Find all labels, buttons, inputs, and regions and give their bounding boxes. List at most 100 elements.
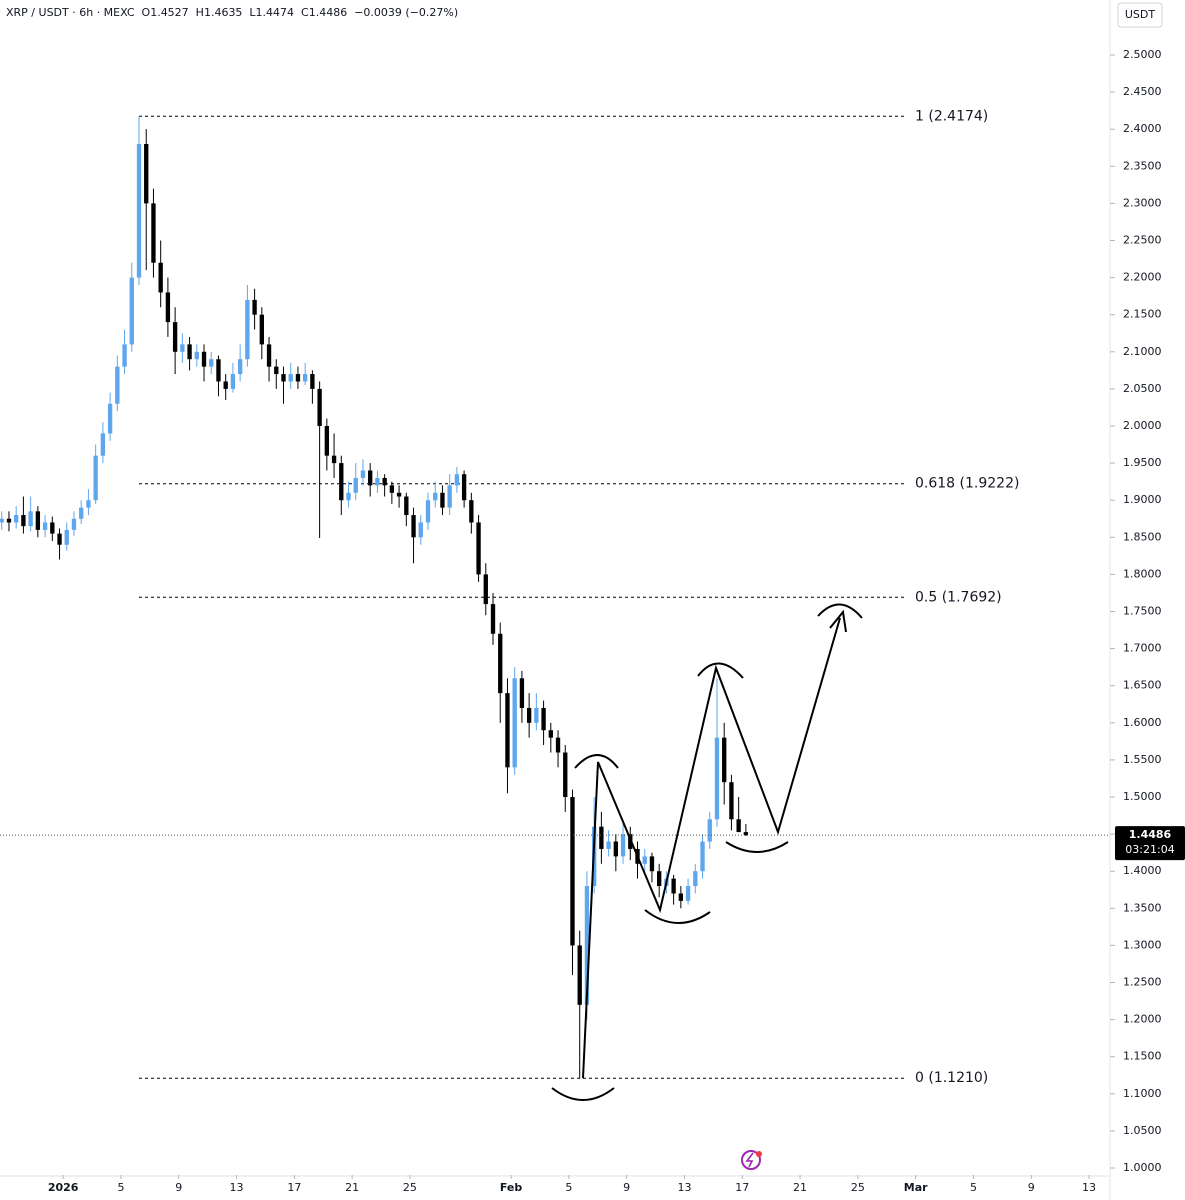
arc <box>725 841 789 853</box>
arc <box>697 662 744 679</box>
x-tick-label: 13 <box>1082 1181 1096 1194</box>
candle-body <box>563 752 568 798</box>
candle-body <box>555 737 561 753</box>
candle-body <box>295 374 301 382</box>
candle-body <box>115 366 120 404</box>
icon-bolt <box>745 1152 754 1168</box>
y-tick-label: 1.9500 <box>1123 456 1162 469</box>
x-tick-label: 9 <box>175 1181 182 1194</box>
candle-body <box>671 878 676 894</box>
candle-body <box>461 474 467 501</box>
candle-body <box>389 485 395 493</box>
candle-body <box>700 841 705 872</box>
y-tick-label: 2.2500 <box>1123 233 1162 246</box>
x-tick-label: Feb <box>500 1181 523 1194</box>
icon-ring <box>741 1150 761 1170</box>
candle-body <box>353 477 358 493</box>
y-tick-label: 1.5500 <box>1123 753 1162 766</box>
candle-body <box>201 351 207 367</box>
candle-body <box>483 574 488 605</box>
currency-box[interactable] <box>1117 2 1163 28</box>
last-price-label: 1.4486 <box>1129 828 1172 841</box>
candle-body <box>86 500 91 508</box>
candle-body <box>505 693 510 768</box>
candle-body <box>266 344 272 367</box>
candle-body <box>743 832 749 836</box>
candle-body <box>447 485 452 508</box>
candle-body <box>476 522 481 575</box>
candle-body <box>71 518 77 530</box>
x-tick-label: 13 <box>230 1181 244 1194</box>
logo-icon[interactable] <box>741 1150 762 1170</box>
candle-body <box>433 492 438 501</box>
candle-body <box>736 819 741 833</box>
candle-body <box>404 496 409 516</box>
candle-body <box>425 500 431 523</box>
y-tick-label: 1.5000 <box>1123 790 1162 803</box>
countdown: 03:21:04 <box>1125 843 1174 856</box>
arc <box>574 754 619 769</box>
candle-body <box>281 374 286 382</box>
last-price-box <box>1115 826 1185 861</box>
candle-body <box>136 144 142 278</box>
y-tick-label: 1.4000 <box>1123 864 1162 877</box>
candle-body <box>223 381 228 389</box>
x-tick-label: 13 <box>677 1181 691 1194</box>
drawing <box>551 603 863 1101</box>
candle-body <box>722 737 727 783</box>
y-tick-label: 2.0000 <box>1123 419 1162 432</box>
arrow-head <box>829 609 847 633</box>
candle-body <box>0 518 4 523</box>
candle-body <box>6 518 12 523</box>
y-tick-label: 2.4500 <box>1123 85 1162 98</box>
candle-body <box>100 433 106 456</box>
candle-body <box>310 374 315 389</box>
candle-body <box>418 522 423 538</box>
candle-body <box>729 782 734 820</box>
candle-body <box>230 374 236 389</box>
candle-body <box>584 886 590 1005</box>
y-tick-label: 1.9000 <box>1123 493 1162 506</box>
candle-body <box>57 533 62 545</box>
candle-body <box>331 455 337 464</box>
candle-body <box>158 262 163 293</box>
candle-body <box>339 463 344 501</box>
candle-body <box>707 819 712 842</box>
y-tick-label: 1.8000 <box>1123 567 1162 580</box>
candle-body <box>245 299 250 360</box>
candle-body <box>187 344 192 360</box>
candle-body <box>454 474 460 486</box>
y-tick-label: 1.1000 <box>1123 1087 1162 1100</box>
candle-body <box>526 707 532 723</box>
candle-body <box>577 945 582 1005</box>
candle-body <box>50 522 55 534</box>
candle-body <box>490 604 496 634</box>
candle-body <box>93 455 98 501</box>
candle-body <box>375 477 380 486</box>
candle-body <box>129 277 134 345</box>
y-tick-label: 1.0000 <box>1123 1161 1162 1174</box>
y-tick-label: 2.3000 <box>1123 196 1162 209</box>
candle-body <box>382 477 387 486</box>
fib-label: 0.5 (1.7692) <box>915 589 1002 605</box>
currency: USDT <box>1125 8 1156 21</box>
candle-body <box>144 144 149 204</box>
candle-body <box>368 470 373 486</box>
candle-body <box>274 366 279 375</box>
candle-body <box>498 633 503 694</box>
candle-body <box>519 678 525 708</box>
candle-body <box>534 707 539 723</box>
x-tick-label: 21 <box>345 1181 359 1194</box>
candle-body <box>21 515 26 527</box>
x-tick-label: 5 <box>117 1181 124 1194</box>
arc <box>551 1087 615 1101</box>
y-tick-label: 2.1500 <box>1123 308 1162 321</box>
y-tick-label: 1.3500 <box>1123 901 1162 914</box>
candle-body <box>606 841 611 849</box>
y-tick-label: 1.8500 <box>1123 530 1162 543</box>
y-tick-label: 2.5000 <box>1123 48 1162 61</box>
candle-body <box>28 511 33 527</box>
y-tick-label: 1.7000 <box>1123 642 1162 655</box>
y-tick-label: 1.7500 <box>1123 605 1162 618</box>
candle-body <box>317 388 322 426</box>
